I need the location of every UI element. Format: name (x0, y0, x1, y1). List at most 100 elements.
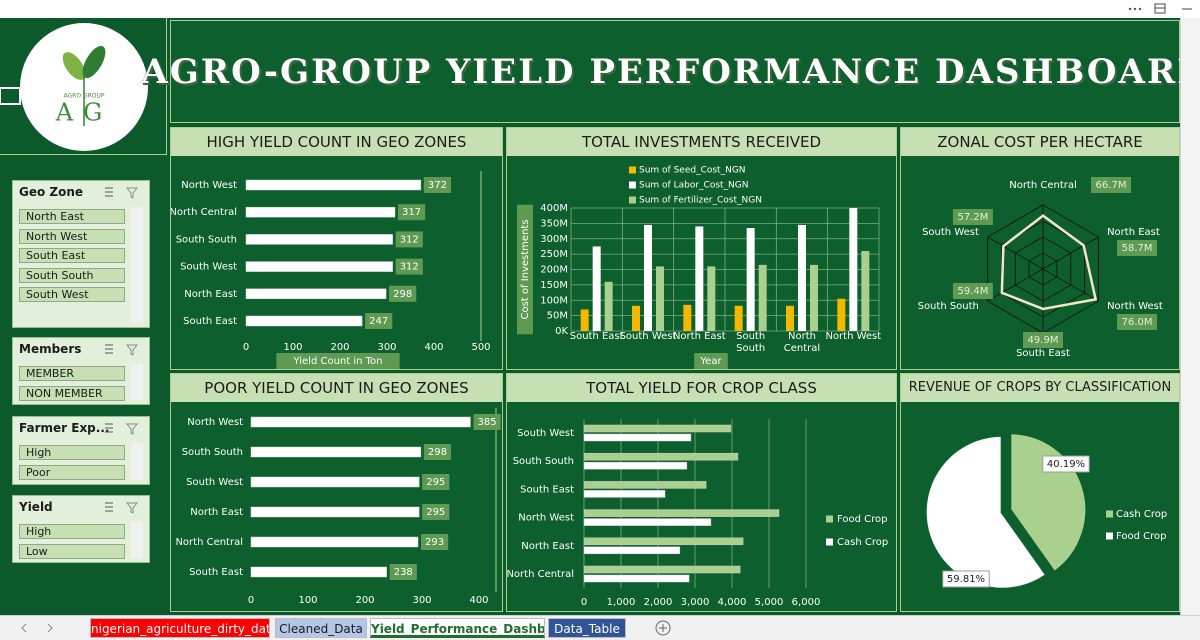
chart-title: POOR YIELD COUNT IN GEO ZONES (171, 374, 502, 402)
x-axis-title: Yield Count in Ton (292, 356, 382, 367)
more-dot (1128, 7, 1132, 11)
chart-title: ZONAL COST PER HECTARE (901, 128, 1179, 156)
legend-label: Sum of Fertilizer_Cost_NGN (639, 196, 762, 206)
slicer: Yield High Low (12, 495, 150, 563)
chart: 0 100 200 300 400 500 North West 372 North Centr… (171, 171, 491, 369)
sheet-tab[interactable]: Data_Table (548, 618, 626, 638)
bar (798, 224, 806, 331)
x-tick-label: 400 (469, 595, 488, 606)
clear-filter-icon[interactable] (125, 423, 139, 435)
multi-select-icon[interactable] (105, 344, 113, 354)
chart-title: HIGH YIELD COUNT IN GEO ZONES (171, 128, 502, 156)
slicer-title: Yield (19, 500, 53, 514)
bar (583, 452, 739, 461)
chart-title: TOTAL YIELD FOR CROP CLASS (507, 374, 896, 402)
tab-nav (21, 623, 53, 633)
clear-filter-icon[interactable] (125, 187, 139, 199)
x-tick-label: North Central (783, 331, 821, 354)
x-tick-label-box: South East (570, 331, 624, 342)
value-label: 298 (393, 289, 412, 300)
sheet-tab[interactable]: nigerian_agriculture_dirty_data (90, 618, 270, 638)
slicer-scrollbar[interactable] (131, 443, 143, 480)
bar (245, 179, 422, 191)
y-tick-label: South South (182, 447, 243, 458)
slicer-title: Members (19, 342, 82, 356)
slicer-item[interactable]: North West (19, 228, 125, 244)
value-label: 59.4M (957, 286, 988, 297)
y-tick-label: South West (186, 477, 243, 488)
radar-line (1000, 214, 1098, 311)
slicer-item[interactable]: NON MEMBER (19, 385, 125, 401)
slicer-item[interactable]: High (19, 524, 125, 539)
x-tick-label: 0 (248, 595, 254, 606)
value-label: 247 (369, 316, 388, 327)
chart-panel: TOTAL INVESTMENTS RECEIVED 0K 50M 100M 150M 2… (506, 127, 897, 370)
dashboard: AGRO GROUP AG AGRO-GROUP YIELD PERFORMAN… (0, 18, 1200, 615)
legend-swatch (1106, 510, 1113, 518)
next-sheet[interactable] (47, 623, 53, 633)
x-tick-label: 200 (355, 595, 374, 606)
bar (683, 304, 692, 331)
bar (656, 266, 664, 331)
chart-panel: ZONAL COST PER HECTARE North Central 66.7M… (900, 127, 1180, 370)
y-tick-label: South East (189, 567, 243, 578)
x-tick-label: 5,000 (755, 597, 784, 608)
chart: 0 100 200 300 400 North West 385 South South 298… (175, 408, 501, 606)
category-label: South South (918, 301, 979, 312)
vertical-scrollbar[interactable] (1180, 18, 1200, 615)
value-label-box (389, 564, 417, 580)
bar (592, 246, 601, 331)
multi-select-icon[interactable] (105, 423, 113, 433)
y-tick-label: North Central (171, 207, 237, 218)
bar (810, 264, 818, 331)
logo-mark: AG (55, 99, 113, 127)
slicer-item[interactable]: Low (19, 543, 125, 559)
multi-select-icon[interactable] (105, 502, 113, 512)
slicer-scrollbar[interactable] (131, 207, 143, 323)
new-sheet[interactable] (654, 619, 672, 637)
value-label: 49.9M (1028, 335, 1059, 346)
x-tick-label: 400 (424, 342, 443, 353)
slicer-item[interactable]: South East (19, 248, 125, 263)
slicer-icons (105, 187, 139, 199)
sheet-tab[interactable]: Yield_Performance_Dashboar (370, 618, 545, 638)
y-tick-label: North East (190, 507, 243, 518)
slicer-item[interactable]: North East (19, 209, 125, 224)
legend-label: Food Crop (1116, 531, 1167, 542)
value-label-box (423, 177, 452, 193)
y-tick-label: South South (513, 456, 574, 467)
clear-filter-icon[interactable] (125, 502, 139, 514)
bar (707, 266, 716, 331)
category-label: South East (1016, 348, 1070, 359)
new-sheet-circle (655, 620, 671, 636)
slicer-item[interactable]: South South (19, 267, 125, 283)
bar (583, 546, 681, 555)
slicer-scrollbar[interactable] (131, 364, 143, 400)
bar (583, 481, 707, 489)
slicer-scrollbar[interactable] (131, 522, 143, 558)
legend-swatch (629, 181, 636, 189)
y-tick-label: South West (180, 262, 237, 273)
multi-select-icon[interactable] (105, 187, 113, 197)
prev-sheet[interactable] (21, 623, 27, 633)
clear-filter-icon[interactable] (125, 344, 139, 356)
slicer-item[interactable]: Poor (19, 464, 125, 480)
bar (583, 509, 780, 517)
bar (758, 264, 767, 331)
value-label: 385 (478, 417, 497, 428)
slicer-item[interactable]: MEMBER (19, 366, 125, 381)
bar (245, 288, 387, 300)
radar-spoke (987, 268, 1044, 302)
legend-swatch (826, 538, 833, 546)
slicer-title: Geo Zone (19, 185, 84, 199)
sheet-tab[interactable]: Cleaned_Data (275, 618, 367, 638)
slicer-item[interactable]: High (19, 445, 125, 460)
y-tick-label: 400M (540, 203, 568, 214)
value-label-box (395, 231, 423, 248)
y-tick-label: North East (521, 541, 574, 552)
value-label: 66.7M (1096, 180, 1127, 191)
slicer-item[interactable]: South West (19, 287, 125, 302)
value-label: 317 (402, 207, 421, 218)
value-label-box (1042, 455, 1090, 473)
value-label: 295 (426, 507, 445, 518)
